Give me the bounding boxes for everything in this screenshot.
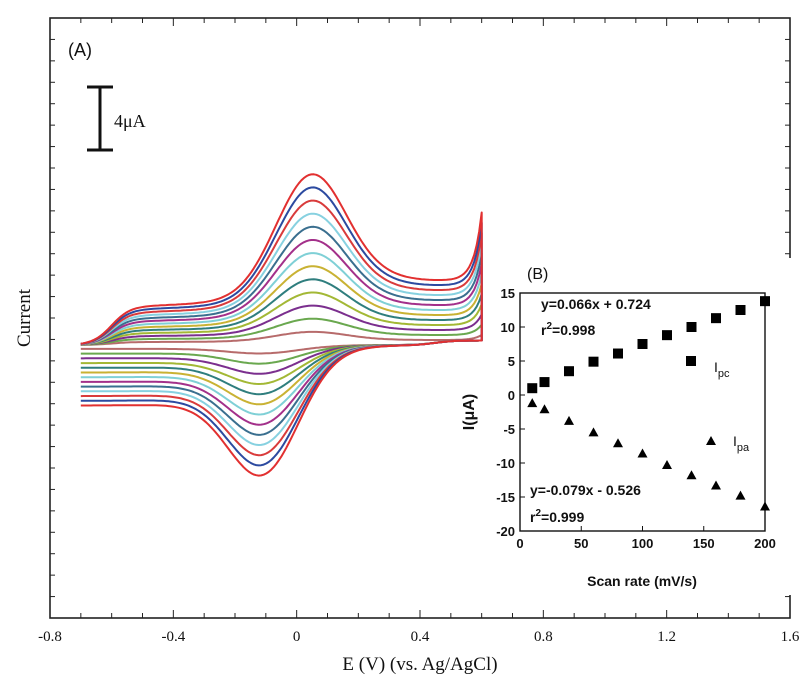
ipa-point xyxy=(735,490,746,500)
fit-pc-r2-value: =0.998 xyxy=(552,322,595,338)
ipa-point xyxy=(711,480,721,490)
inset-y-tick-label: -15 xyxy=(496,490,515,505)
legend-ipc-main: I xyxy=(714,359,718,375)
fit-pc-r2: r2=0.998 xyxy=(541,321,595,338)
ipc-point xyxy=(588,356,599,367)
x-tick-label: -0.8 xyxy=(38,629,62,645)
cv-curve-13 xyxy=(80,173,483,477)
ipc-point xyxy=(711,313,721,324)
inset-x-tick-label: 150 xyxy=(693,536,715,551)
scale-bar-label: 4μA xyxy=(114,111,146,131)
main-x-tick-labels: -0.8 -0.4 0 0.4 0.8 1.2 1.6 xyxy=(38,629,800,645)
cv-curve-12 xyxy=(80,186,483,467)
inset-y-tick-label: -20 xyxy=(496,524,515,539)
legend-ipc-sub: pc xyxy=(718,368,730,380)
legend-ipa-sub: pa xyxy=(737,442,750,454)
x-tick-label: 0.4 xyxy=(411,629,430,645)
cv-curves xyxy=(80,173,483,477)
cv-curve-8 xyxy=(80,239,483,426)
inset-x-tick-label: 0 xyxy=(516,536,523,551)
x-tick-label: 0.8 xyxy=(534,629,553,645)
inset-markers xyxy=(527,296,770,511)
ipa-point xyxy=(527,398,538,408)
ipc-point xyxy=(686,322,697,332)
inset-y-axis-label: I(μA) xyxy=(461,394,478,430)
inset-y-tick-label: -10 xyxy=(496,456,515,471)
inset-y-tick-label: 10 xyxy=(501,320,515,335)
fit-pa-r2-sup: 2 xyxy=(535,508,541,519)
inset-y-tick-label: 0 xyxy=(508,388,515,403)
fit-pc-equation: y=0.066x + 0.724 xyxy=(541,296,651,312)
ipc-point xyxy=(662,330,672,341)
ipc-point xyxy=(760,296,770,307)
inset-y-tick-label: -5 xyxy=(503,422,515,437)
legend-triangle-marker xyxy=(706,436,716,445)
fit-pc-r2-main: r xyxy=(541,322,547,338)
panel-b-label: (B) xyxy=(527,266,548,283)
ipc-point xyxy=(613,348,623,359)
ipa-point xyxy=(539,404,550,414)
ipc-point xyxy=(564,366,574,377)
x-tick-label: -0.4 xyxy=(161,629,185,645)
legend-ipa: Ipa xyxy=(733,433,750,454)
main-x-axis-label: E (V) (vs. Ag/AgCl) xyxy=(342,654,497,675)
ipc-point xyxy=(735,305,746,315)
ipa-point xyxy=(662,460,672,470)
x-tick-label: 0 xyxy=(293,629,301,645)
inset-x-tick-label: 100 xyxy=(632,536,654,551)
ipa-point xyxy=(564,415,574,425)
ipc-point xyxy=(527,383,538,394)
fit-pa-r2: r2=0.999 xyxy=(530,508,584,525)
fit-pa-r2-main: r xyxy=(530,509,536,525)
panel-a-label: (A) xyxy=(68,40,92,60)
legend-ipc: Ipc xyxy=(714,359,730,380)
fit-pa-equation: y=-0.079x - 0.526 xyxy=(530,482,641,498)
ipa-point xyxy=(686,470,697,480)
fit-pa-r2-value: =0.999 xyxy=(541,509,584,525)
ipa-point xyxy=(760,501,770,511)
legend-ipa-main: I xyxy=(733,433,737,449)
ipc-point xyxy=(637,339,648,349)
ipc-point xyxy=(539,377,550,388)
ipa-point xyxy=(613,438,623,448)
inset-y-tick-label: 15 xyxy=(501,286,515,301)
legend-square-marker xyxy=(686,356,696,366)
scale-bar xyxy=(87,85,113,152)
x-tick-label: 1.2 xyxy=(657,629,676,645)
inset-x-tick-label: 200 xyxy=(754,536,776,551)
fit-pc-r2-sup: 2 xyxy=(546,321,552,332)
inset-y-tick-label: 5 xyxy=(508,354,515,369)
ipa-point xyxy=(637,448,648,458)
x-tick-label: 1.6 xyxy=(781,629,800,645)
inset-x-axis-label: Scan rate (mV/s) xyxy=(587,573,697,589)
main-y-axis-label: Current xyxy=(14,288,35,347)
inset-x-tick-label: 50 xyxy=(574,536,588,551)
ipa-point xyxy=(588,427,599,437)
